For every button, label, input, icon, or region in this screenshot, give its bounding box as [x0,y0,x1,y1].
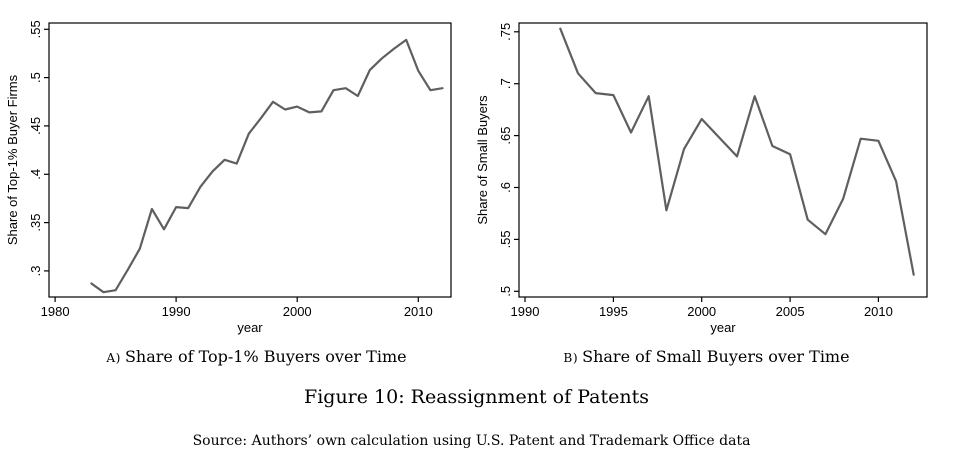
y-tick-label: .75 [498,23,513,41]
y-tick-label: .55 [28,20,43,38]
y-tick-label: .5 [498,286,513,297]
x-tick-label: 2005 [776,304,805,319]
y-tick-label: .3 [28,265,43,276]
chart-small-buyers: .5 .55 .6 .65 .7 .75 1990 1995 2000 2005 2010 Share… [476,22,928,335]
y-tick-label: .7 [498,78,513,89]
y-tick-label: .55 [498,230,513,248]
x-axis-title: year [237,320,263,335]
figure-title: Figure 10: Reassignment of Patents [304,386,649,408]
x-tick-label: 1995 [599,304,628,319]
y-tick-label: .6 [498,182,513,193]
y-tick-label: .45 [28,117,43,135]
plot-border [518,22,928,298]
x-axis-title: year [710,320,736,335]
x-tick-label: 2010 [404,304,433,319]
x-tick-label: 2010 [864,304,893,319]
panel-a-marker: A) [106,351,121,365]
y-axis-title: Share of Top-1% Buyer Firms [5,74,20,245]
chart-top1-buyers: .3 .35 .4 .45 .5 .55 1980 1990 2000 2010 Share of … [5,20,452,335]
x-tick-label: 2000 [687,304,716,319]
data-line [559,27,915,276]
panel-a-caption: A) Share of Top-1% Buyers over Time [18,347,495,366]
panel-b-caption: B) Share of Small Buyers over Time [468,347,945,366]
y-tick-label: .5 [28,72,43,83]
x-tick-label: 1990 [162,304,191,319]
plot-border [48,22,452,298]
x-tick-label: 1990 [511,304,540,319]
data-line [90,38,444,294]
x-tick-label: 2000 [283,304,312,319]
y-tick-label: .35 [28,214,43,232]
source-note: Source: Authors’ own calculation using U… [192,433,751,449]
y-tick-label: .4 [28,169,43,180]
y-axis-title: Share of Small Buyers [476,95,490,225]
x-tick-label: 1980 [41,304,70,319]
y-tick-label: .65 [498,127,513,145]
panel-b-marker: B) [563,351,579,365]
panel-b-caption-text: Share of Small Buyers over Time [582,347,850,366]
panel-a-caption-text: Share of Top-1% Buyers over Time [124,347,407,366]
